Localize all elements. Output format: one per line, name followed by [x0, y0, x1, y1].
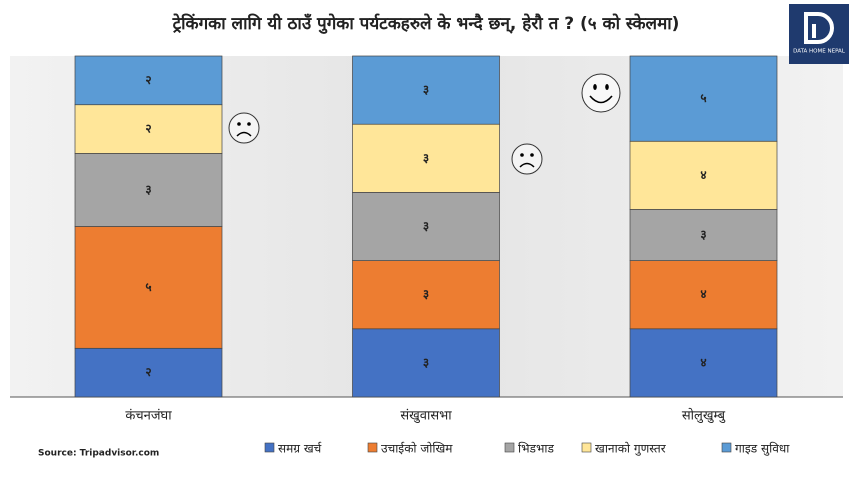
chart-title: ट्रेकिंगका लागि यी ठाउँ पुगेका पर्यटकहरु…: [172, 13, 680, 34]
bar-segment: [74, 226, 223, 349]
bar-segment: [629, 260, 778, 330]
legend-label: भिडभाड: [518, 442, 555, 456]
legend-swatch: [721, 442, 732, 453]
legend-label: उचाईको जोखिम: [381, 442, 453, 456]
bar-segment: [352, 123, 500, 193]
legend-swatch: [581, 442, 592, 453]
x-tick-label: संखुवासभा: [400, 409, 452, 424]
data-label: ५: [145, 280, 151, 294]
data-label: ४: [700, 287, 706, 301]
bar-segment: [352, 192, 500, 261]
data-label: ३: [423, 219, 429, 233]
logo-icon: [804, 12, 834, 44]
logo-text: DATA HOME NEPAL: [793, 49, 846, 55]
bar-segment: [629, 328, 778, 398]
data-label: ३: [423, 83, 429, 97]
legend-label: गाइड सुविधा: [735, 442, 790, 457]
data-label: ३: [423, 151, 429, 165]
data-label: ५: [700, 91, 706, 105]
legend-label: खानाको गुणस्तर: [595, 442, 667, 457]
legend-swatch: [367, 442, 378, 453]
data-label: ३: [423, 355, 429, 369]
bar-segment: [629, 140, 778, 210]
data-label: २: [145, 122, 151, 136]
legend-swatch: [504, 442, 515, 453]
logo: DATA HOME NEPAL: [789, 4, 849, 64]
happy-face: [581, 73, 621, 113]
data-label: २: [145, 73, 151, 87]
data-label: ४: [700, 355, 706, 369]
sad-face: [228, 112, 260, 144]
legend-swatch: [264, 442, 275, 453]
data-label: ३: [145, 182, 151, 196]
bar-segment: [629, 209, 778, 261]
sad-face: [511, 143, 543, 175]
bar-segment: [74, 55, 223, 106]
data-label: ३: [700, 228, 706, 242]
bar-segment: [352, 328, 500, 398]
bar-segment: [74, 347, 223, 398]
data-label: ३: [423, 287, 429, 301]
logo-icon-bar: [812, 24, 816, 38]
bar-segment: [352, 55, 500, 125]
x-tick-label: सोलुखुम्बु: [682, 408, 726, 424]
data-label: ४: [700, 168, 706, 182]
bar-segment: [74, 104, 223, 154]
x-tick-label: कंचनजंघा: [125, 409, 172, 424]
source: Source: Tripadvisor.com: [38, 449, 159, 459]
bar-segment: [74, 153, 223, 227]
bar-segment: [629, 55, 778, 142]
data-label: २: [145, 365, 151, 379]
legend-label: समग्र खर्च: [278, 442, 322, 456]
